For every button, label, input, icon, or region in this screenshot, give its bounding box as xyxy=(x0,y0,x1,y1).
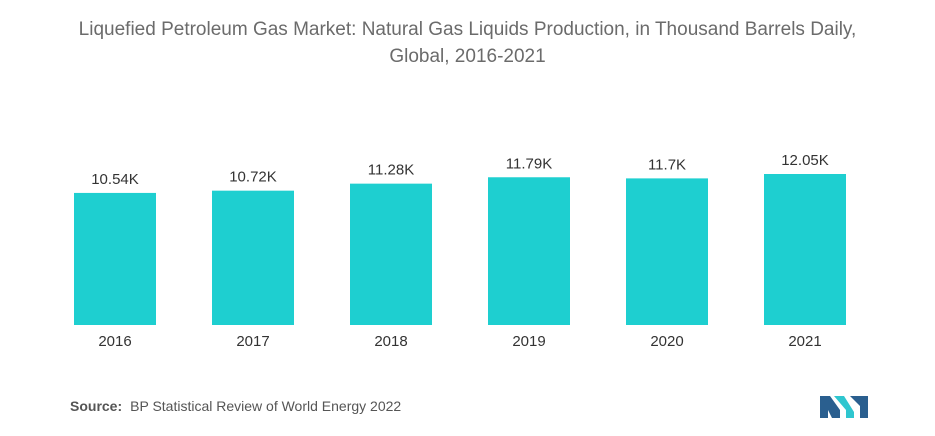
data-label-2019: 11.79K xyxy=(506,155,552,172)
chart-title: Liquefied Petroleum Gas Market: Natural … xyxy=(0,16,935,70)
source-note: Source: BP Statistical Review of World En… xyxy=(70,398,401,414)
data-label-2021: 12.05K xyxy=(781,152,829,169)
logo-shape-right xyxy=(850,396,868,418)
mordor-intelligence-logo-icon xyxy=(820,396,868,418)
bar-2021 xyxy=(764,174,846,325)
data-label-2020: 11.7K xyxy=(648,156,686,173)
x-tick-label-2020: 2020 xyxy=(650,333,683,350)
bar-2017 xyxy=(212,190,294,325)
x-tick-label-2017: 2017 xyxy=(236,333,269,350)
chart-title-line-1: Liquefied Petroleum Gas Market: Natural … xyxy=(78,19,857,40)
bar-chart: 10.54K 2016 10.72K 2017 11.28K 2018 11.79K 2019… xyxy=(74,152,846,350)
bar-2019 xyxy=(488,177,570,325)
data-label-2016: 10.54K xyxy=(91,171,139,188)
source-label: Source: xyxy=(70,398,123,414)
x-tick-label-2018: 2018 xyxy=(374,333,407,350)
data-label-2018: 11.28K xyxy=(368,162,414,179)
x-tick-label-2019: 2019 xyxy=(512,333,545,350)
bar-2020 xyxy=(626,178,708,325)
source-text: BP Statistical Review of World Energy 20… xyxy=(130,398,402,414)
data-label-2017: 10.72K xyxy=(229,169,277,186)
logo-shape-left xyxy=(820,396,840,418)
chart-title-line-2: Global, 2016-2021 xyxy=(389,46,546,67)
bar-2016 xyxy=(74,192,156,325)
bar-2018 xyxy=(350,183,432,325)
logo-shape-middle xyxy=(834,396,854,418)
x-tick-label-2021: 2021 xyxy=(788,333,821,350)
x-tick-label-2016: 2016 xyxy=(98,333,131,350)
